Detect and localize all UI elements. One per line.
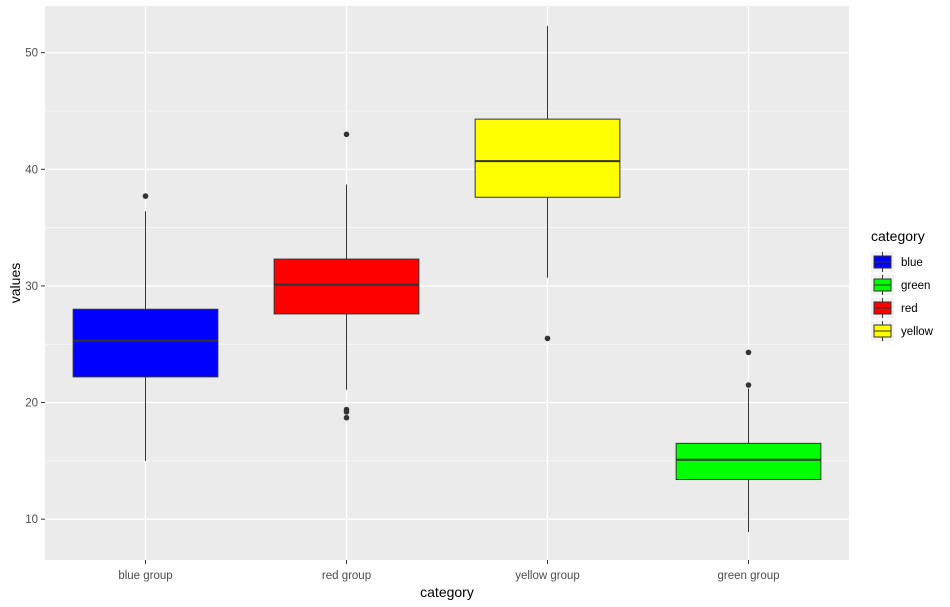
x-tick-label: blue group [118, 570, 172, 582]
y-tick-label: 20 [25, 398, 38, 410]
y-tick-label: 30 [25, 281, 38, 293]
y-tick-label: 40 [25, 164, 38, 176]
y-tick-label: 10 [25, 514, 38, 526]
legend-label: blue [901, 257, 923, 269]
box-body [474, 118, 621, 198]
outlier-point [343, 409, 350, 415]
x-tick-label: red group [322, 570, 371, 582]
outlier-point [343, 414, 350, 421]
boxes [72, 25, 822, 533]
box-yellow [474, 25, 621, 342]
y-axis: 10 20 30 40 50 [25, 48, 45, 526]
outlier-point [544, 335, 551, 342]
box-blue [72, 193, 219, 461]
y-tick-label: 50 [25, 48, 38, 60]
x-axis-title: category [420, 584, 474, 600]
legend-label: red [901, 303, 918, 315]
box-red [273, 131, 420, 421]
x-tick-label: green group [717, 570, 779, 582]
outlier-point [745, 382, 752, 388]
legend-item-red: red [871, 298, 918, 318]
legend-item-green: green [871, 275, 930, 295]
x-tick-label: yellow group [515, 570, 580, 582]
outlier-point [745, 349, 752, 356]
box-green [675, 349, 822, 533]
outlier-point [142, 193, 149, 199]
legend: category blue green red yellow [871, 228, 934, 341]
box-body [675, 442, 822, 481]
legend-label: yellow [901, 326, 934, 338]
box-body [72, 308, 219, 378]
legend-item-blue: blue [871, 252, 923, 272]
legend-item-yellow: yellow [871, 321, 934, 341]
outlier-point [343, 131, 350, 138]
x-axis: blue group red group yellow group green gro… [118, 560, 780, 582]
y-axis-title: values [7, 263, 23, 303]
legend-title: category [871, 228, 925, 244]
legend-label: green [901, 280, 930, 292]
box-body [273, 258, 420, 315]
